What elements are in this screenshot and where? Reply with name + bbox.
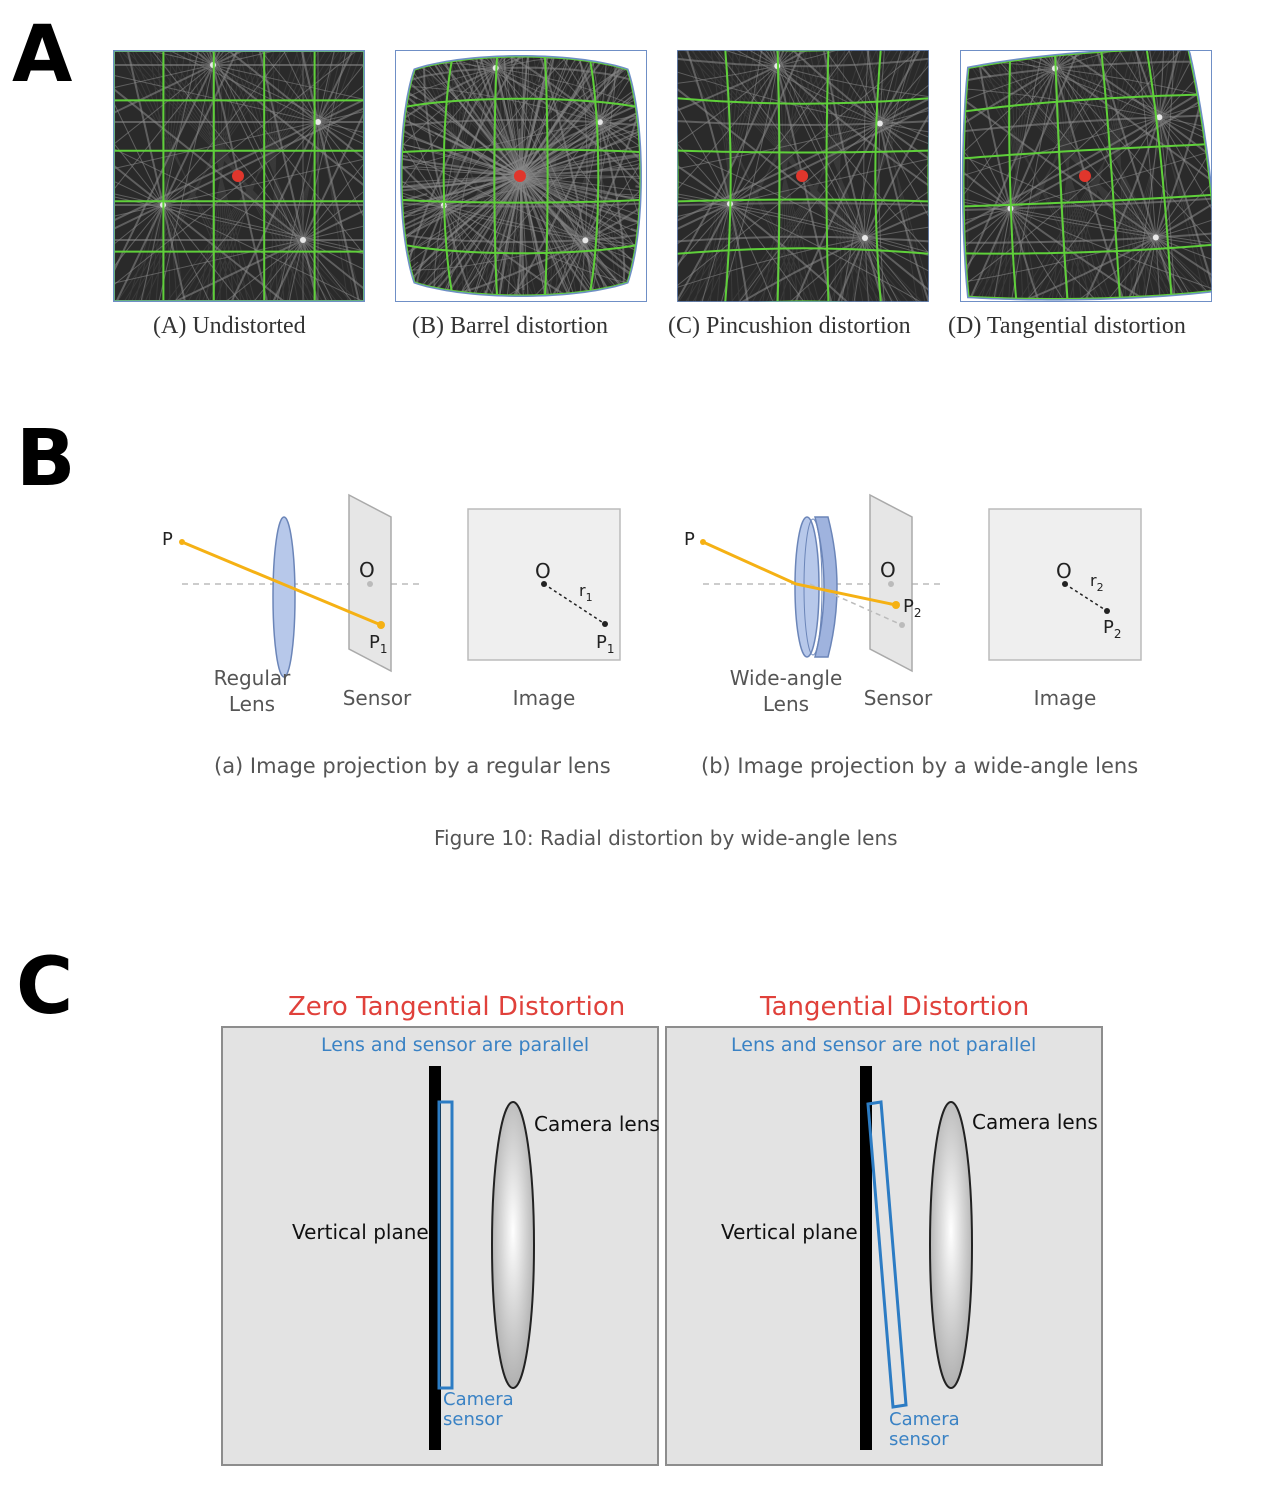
camera-lens: [929, 1101, 973, 1389]
undistorted-ray-extension: [809, 583, 903, 626]
camera-lens: [491, 1101, 535, 1389]
pincushion-distortion-grid-image: [676, 49, 930, 303]
ray-start-point: [700, 539, 706, 545]
radial-distortion-diagram: P O P1 Regular Lens Sensor O r1 P1 Image …: [162, 493, 1142, 716]
projected-point: [377, 621, 385, 629]
light-ray: [181, 540, 382, 627]
image-p1-label: P1: [596, 632, 615, 656]
caption-tangential: (D) Tangential distortion: [948, 313, 1186, 339]
image-label: Image: [1034, 686, 1097, 710]
barrel-distortion-grid-image: [394, 49, 648, 303]
caption-undistorted: (A) Undistorted: [153, 313, 306, 339]
vertical-plane-label: Vertical plane: [292, 1220, 429, 1244]
camera-sensor: [866, 1100, 908, 1409]
sensor-label: Sensor: [864, 686, 933, 710]
figure-caption: Figure 10: Radial distortion by wide-ang…: [434, 826, 898, 850]
sensor-label: Sensor: [343, 686, 412, 710]
projected-point: [892, 601, 900, 609]
point-p-label: P: [684, 529, 695, 550]
tangential-panel: Lens and sensor are not parallel Camera …: [665, 1026, 1103, 1466]
caption-wide-angle-lens: (b) Image projection by a wide-angle len…: [701, 754, 1139, 778]
camera-lens-label: Camera lens: [972, 1110, 1098, 1134]
camera-sensor-label: Camera sensor: [889, 1409, 960, 1450]
r1-label: r1: [579, 581, 593, 604]
image-origin-dot: [1062, 581, 1068, 587]
p1-label: P1: [369, 632, 388, 656]
parallel-subtitle: Lens and sensor are parallel: [321, 1034, 590, 1056]
image-p2-label: P2: [1103, 617, 1122, 641]
vertical-plane: [860, 1066, 872, 1450]
image-point-dot: [1104, 608, 1110, 614]
image-origin-label: O: [1056, 559, 1072, 583]
p2-label: P2: [903, 596, 922, 620]
camera-lens-label: Camera lens: [534, 1112, 660, 1136]
r2-label: r2: [1090, 571, 1104, 594]
tangential-distortion-grid-image: [959, 49, 1213, 303]
panel-label-a: A: [12, 10, 73, 100]
lens-label: Regular Lens: [214, 666, 291, 716]
image-origin-dot: [541, 581, 547, 587]
origin-dot: [367, 581, 373, 587]
regular-lens: [272, 516, 296, 678]
ray-start-point: [179, 539, 185, 545]
light-ray: [702, 540, 897, 607]
caption-pincushion: (C) Pincushion distortion: [668, 313, 911, 339]
tangential-title: Tangential Distortion: [760, 992, 1030, 1022]
point-p-label: P: [162, 529, 173, 550]
radial-distance-line: [1064, 583, 1108, 612]
radial-distance-line: [543, 583, 606, 625]
panel-label-b: B: [16, 414, 76, 504]
undistorted-grid-image: [111, 48, 367, 304]
origin-label: O: [359, 558, 375, 582]
zero-tangential-title: Zero Tangential Distortion: [288, 992, 626, 1022]
camera-sensor: [437, 1100, 454, 1390]
origin-dot: [888, 581, 894, 587]
caption-barrel: (B) Barrel distortion: [412, 313, 608, 339]
image-label: Image: [513, 686, 576, 710]
image-origin-label: O: [535, 559, 551, 583]
zero-tangential-panel: Lens and sensor are parallel Camera lens…: [221, 1026, 660, 1466]
lens-label: Wide-angle Lens: [730, 666, 843, 716]
vertical-plane-label: Vertical plane: [721, 1220, 858, 1244]
camera-sensor-label: Camera sensor: [443, 1389, 514, 1430]
origin-label: O: [880, 558, 896, 582]
panel-label-c: C: [16, 942, 74, 1032]
ideal-point-dot: [899, 622, 905, 628]
image-point-dot: [602, 621, 608, 627]
caption-regular-lens: (a) Image projection by a regular lens: [214, 754, 611, 778]
not-parallel-subtitle: Lens and sensor are not parallel: [731, 1034, 1037, 1056]
